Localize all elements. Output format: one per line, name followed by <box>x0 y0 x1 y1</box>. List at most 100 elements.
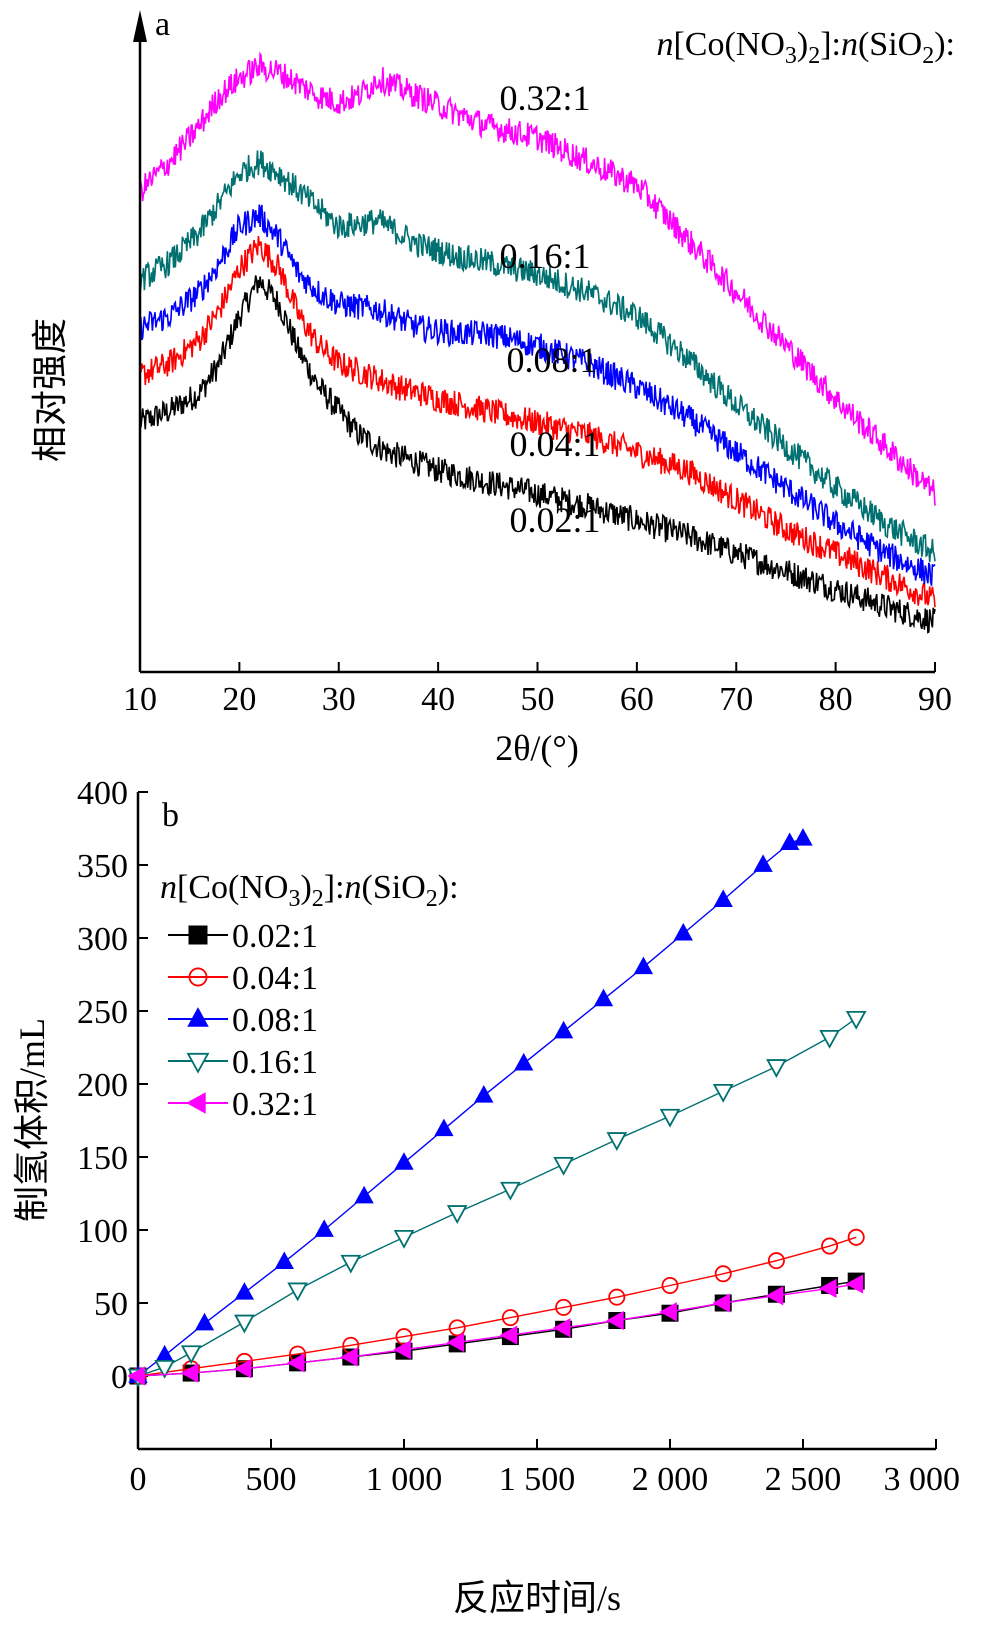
panel-a-series-group <box>139 51 936 634</box>
panel-b-y-tick-label: 350 <box>77 848 128 885</box>
data-point <box>234 1282 255 1300</box>
panel-a-x-tick-label: 50 <box>521 681 555 718</box>
panel-a-series-0.08:1 <box>139 204 936 586</box>
data-point <box>394 1152 414 1170</box>
legend-title-part: 2 <box>808 43 820 69</box>
panel-b-letter: b <box>162 797 179 834</box>
data-point <box>821 1237 839 1255</box>
panel-a-x-tick-label: 60 <box>620 681 654 718</box>
data-point <box>354 1185 374 1204</box>
panel-a-series-0.04:1 <box>139 236 936 608</box>
data-point <box>765 1286 784 1306</box>
data-point <box>819 1029 840 1049</box>
series-line <box>137 1236 857 1377</box>
panel-b-y-tick-label: 0 <box>111 1359 128 1396</box>
panel-a-series-0.02:1 <box>139 275 936 634</box>
legend-item-0.04:1: 0.04:1 <box>168 960 318 997</box>
legend-title-part: ): <box>438 869 459 906</box>
panel-a-x-tick-label: 10 <box>123 681 157 718</box>
panel-b-x-tick-label: 2 000 <box>632 1461 709 1498</box>
legend-title-part: n <box>656 26 673 63</box>
data-point <box>606 1132 628 1151</box>
panel-b-x-tick-label: 2 500 <box>765 1461 842 1498</box>
data-point <box>501 1309 519 1327</box>
panel-b-y-tick-label: 100 <box>77 1213 128 1250</box>
data-point <box>446 1205 468 1224</box>
panel-b-legend: 0.02:1 0.04:1 0.08:1 0.16:1 0.32:1 <box>168 918 318 1123</box>
data-point <box>393 1340 411 1360</box>
curve-label-0.08: 0.08:1 <box>506 340 597 380</box>
legend-item-0.16:1: 0.16:1 <box>168 1044 318 1081</box>
data-point <box>340 1347 358 1367</box>
data-point <box>552 1318 571 1338</box>
data-point <box>446 1332 465 1353</box>
data-point <box>287 1282 308 1302</box>
legend-title-part: 2 <box>312 886 324 912</box>
legend-marker <box>186 1052 210 1074</box>
curve-label-0.02: 0.02:1 <box>509 500 600 540</box>
legend-label: 0.02:1 <box>232 918 318 955</box>
data-point <box>845 1274 864 1294</box>
legend-item-0.32:1: 0.32:1 <box>168 1086 318 1123</box>
panel-b-series-group <box>127 828 867 1388</box>
data-point <box>474 1085 494 1103</box>
data-point <box>286 1353 305 1373</box>
data-point <box>713 889 733 907</box>
panel-b-y-tick-label: 50 <box>94 1286 128 1323</box>
data-point <box>847 1228 865 1246</box>
panel-b-y-axis-title: 制氢体积/mL <box>12 1018 52 1222</box>
panel-a-x-tick-label: 90 <box>918 681 952 718</box>
data-point <box>661 1276 679 1294</box>
legend-item-0.02:1: 0.02:1 <box>168 918 318 955</box>
data-point <box>553 1157 574 1176</box>
panel-b-y-ticks: 0 50 100 150 200 250 300 350 400 <box>77 775 148 1396</box>
data-point <box>553 1020 574 1039</box>
legend-title-part: 3 <box>288 886 300 912</box>
panel-b-hydrogen-chart: 0 50 100 150 200 250 300 350 400 0 500 1 000 1 500 2… <box>12 775 960 1618</box>
data-point <box>608 1288 626 1306</box>
data-point <box>555 1298 573 1316</box>
legend-title-part: ) <box>797 26 808 63</box>
data-point <box>753 854 773 872</box>
panel-a-x-tick-label: 80 <box>819 681 853 718</box>
data-point <box>659 1302 677 1322</box>
legend-title-part: n <box>841 26 858 63</box>
data-point <box>314 1219 334 1237</box>
curve-label-0.16: 0.16:1 <box>499 236 590 276</box>
data-point <box>154 1359 175 1379</box>
legend-title-part: 3 <box>785 43 797 69</box>
legend-label: 0.08:1 <box>232 1002 318 1039</box>
legend-title-part: n <box>345 869 362 906</box>
panel-b-x-ticks: 0 500 1 000 1 500 2 000 2 500 3 000 <box>130 1439 960 1498</box>
legend-title-part: 2 <box>922 43 934 69</box>
panel-b-y-tick-label: 400 <box>77 775 128 812</box>
data-point <box>673 922 693 941</box>
data-point <box>127 1366 145 1386</box>
data-point <box>712 1084 734 1103</box>
legend-title-part: [Co(NO <box>673 26 784 63</box>
data-point <box>714 1265 732 1283</box>
panel-b-x-tick-label: 500 <box>246 1461 297 1498</box>
panel-b-x-tick-label: 1 500 <box>499 1461 576 1498</box>
panel-b-x-axis-title: 反应时间/s <box>453 1578 621 1618</box>
data-point <box>818 1278 837 1299</box>
legend-marker <box>187 1007 209 1027</box>
panel-a-y-axis-arrow <box>133 10 147 42</box>
panel-b-y-tick-label: 200 <box>77 1067 128 1104</box>
data-point <box>234 1314 255 1334</box>
data-point <box>180 1363 199 1383</box>
panel-a-x-tick-label: 20 <box>222 681 256 718</box>
data-point <box>712 1293 731 1313</box>
legend-marker <box>186 1092 206 1114</box>
data-point <box>499 1325 518 1345</box>
data-point <box>767 1252 785 1270</box>
panel-b-series-0.32:1 <box>127 1274 864 1386</box>
data-point <box>593 988 614 1007</box>
panel-a-x-tick-label: 30 <box>322 681 356 718</box>
panel-a-x-tick-label: 40 <box>421 681 455 718</box>
legend-label: 0.32:1 <box>232 1086 318 1123</box>
data-point <box>194 1312 215 1331</box>
legend-title-part: (SiO <box>362 869 426 906</box>
data-point <box>233 1359 252 1379</box>
data-point <box>448 1319 466 1337</box>
